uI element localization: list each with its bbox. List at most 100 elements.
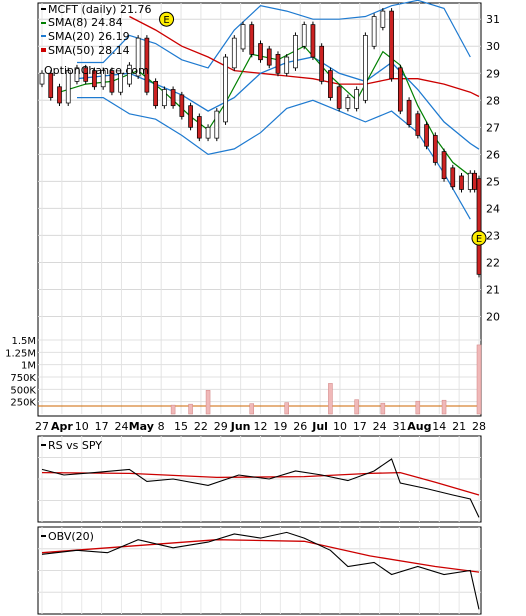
volume-bar xyxy=(476,344,482,415)
rs-gridlines xyxy=(38,436,481,522)
candle-body xyxy=(65,70,71,104)
date-tick-label: 24 xyxy=(114,420,128,433)
volume-tick-label: 1.25M xyxy=(5,348,36,359)
date-tick-label: 28 xyxy=(472,420,486,433)
volume-bar xyxy=(380,402,386,415)
legend-label-sma20: SMA(20) 26.19 xyxy=(48,30,130,43)
legend-swatch-price xyxy=(41,8,46,10)
candle-body xyxy=(39,72,45,85)
date-tick-label: Jul xyxy=(311,420,328,433)
date-tick-label: 19 xyxy=(273,420,287,433)
candle-body xyxy=(476,178,482,275)
date-tick-label: 29 xyxy=(214,420,228,433)
volume-bar xyxy=(328,383,333,415)
price-tick-label: 30 xyxy=(486,40,500,53)
candle-body xyxy=(135,37,141,77)
candle-body xyxy=(415,113,421,136)
candle-body xyxy=(472,172,477,190)
sma8-line xyxy=(59,45,480,187)
price-tick-label: 21 xyxy=(486,283,500,296)
candle-body xyxy=(240,24,246,50)
candle-body xyxy=(83,67,89,82)
bollinger-upper-line xyxy=(77,0,471,69)
rs-series-line xyxy=(41,458,480,518)
date-tick-label: Aug xyxy=(407,420,431,433)
price-tick-label: 22 xyxy=(486,256,500,269)
price-tick-label: 24 xyxy=(486,202,500,215)
candle-body xyxy=(467,172,473,190)
date-tick-label: 15 xyxy=(174,420,188,433)
rs-panel: RS vs SPY xyxy=(37,435,482,523)
date-tick-label: 8 xyxy=(158,420,165,433)
date-tick-label: Jun xyxy=(230,420,251,433)
candle-body xyxy=(188,105,193,128)
candle-body xyxy=(459,175,464,190)
candle-body xyxy=(249,24,255,55)
date-tick-label: 17 xyxy=(95,420,109,433)
candle-body xyxy=(74,67,80,82)
legend-swatch-sma8 xyxy=(41,22,46,24)
candle-body xyxy=(354,89,359,109)
price-tick-label: 20 xyxy=(486,310,500,323)
candle-body xyxy=(162,89,167,107)
candle-body xyxy=(100,70,106,88)
candle-body xyxy=(301,24,307,47)
date-tick-label: 10 xyxy=(333,420,347,433)
candle-body xyxy=(214,110,220,139)
date-tick-label: 14 xyxy=(432,420,446,433)
obv-average-line xyxy=(41,539,480,573)
candle-body xyxy=(118,72,124,93)
candle-body xyxy=(432,135,438,163)
candle-body xyxy=(127,64,132,85)
earnings-marker xyxy=(159,11,175,27)
legend-swatch-sma20 xyxy=(41,35,46,37)
price-tick-label: 26 xyxy=(486,148,500,161)
price-tick-label: 28 xyxy=(486,94,500,107)
candle-body xyxy=(389,10,394,80)
candle-body xyxy=(48,72,54,98)
volume-bar xyxy=(188,403,193,415)
candle-body xyxy=(371,16,377,47)
watermark: OptionChance.com xyxy=(44,64,149,77)
earnings-marker-label: E xyxy=(163,15,169,26)
candle-body xyxy=(310,24,316,58)
obv-series-line xyxy=(41,531,480,610)
candle-body xyxy=(345,97,351,109)
price-tick-label: 27 xyxy=(486,121,500,134)
volume-bar xyxy=(441,399,447,415)
volume-bar xyxy=(415,400,421,415)
candle-body xyxy=(266,48,272,66)
candle-body xyxy=(275,53,281,74)
earnings-marker-label: E xyxy=(476,234,482,245)
volume-tick-label: 250K xyxy=(10,398,36,409)
candle-body xyxy=(258,43,263,61)
volume-bar xyxy=(284,402,289,415)
candle-body xyxy=(406,99,412,125)
candle-body xyxy=(170,89,176,107)
candle-body xyxy=(153,81,158,107)
price-axis: 31 30 29 28 27 26 25 24 23 22 21 20 xyxy=(486,13,500,323)
obv-panel: OBV(20) xyxy=(37,526,482,615)
earnings-markers: EE xyxy=(159,11,487,246)
legend-label-price: MCFT (daily) 21.76 xyxy=(48,3,151,16)
rs-legend-swatch xyxy=(41,444,46,446)
rs-lines xyxy=(41,458,480,518)
date-axis: 27 Apr 10 17 24 May 8 15 22 29 Jun 12 19 26 Jul 10 17 24 3… xyxy=(35,420,486,433)
candle-body xyxy=(397,67,403,112)
rs-legend-label: RS vs SPY xyxy=(48,439,102,452)
candle-body xyxy=(450,167,456,188)
candle-body xyxy=(380,10,386,28)
date-tick-label: 10 xyxy=(75,420,89,433)
legend-label-sma50: SMA(50) 28.14 xyxy=(48,44,130,57)
volume-tick-label: 1.5M xyxy=(11,336,36,347)
price-tick-label: 31 xyxy=(486,13,500,26)
bollinger-lower-line xyxy=(77,97,471,220)
date-tick-label: 27 xyxy=(35,420,49,433)
candle-body xyxy=(196,116,202,139)
candle-body xyxy=(205,126,211,139)
date-tick-label: 31 xyxy=(393,420,407,433)
volume-tick-label: 750K xyxy=(10,373,36,384)
candle-body xyxy=(109,70,115,93)
candle-body xyxy=(319,45,325,82)
